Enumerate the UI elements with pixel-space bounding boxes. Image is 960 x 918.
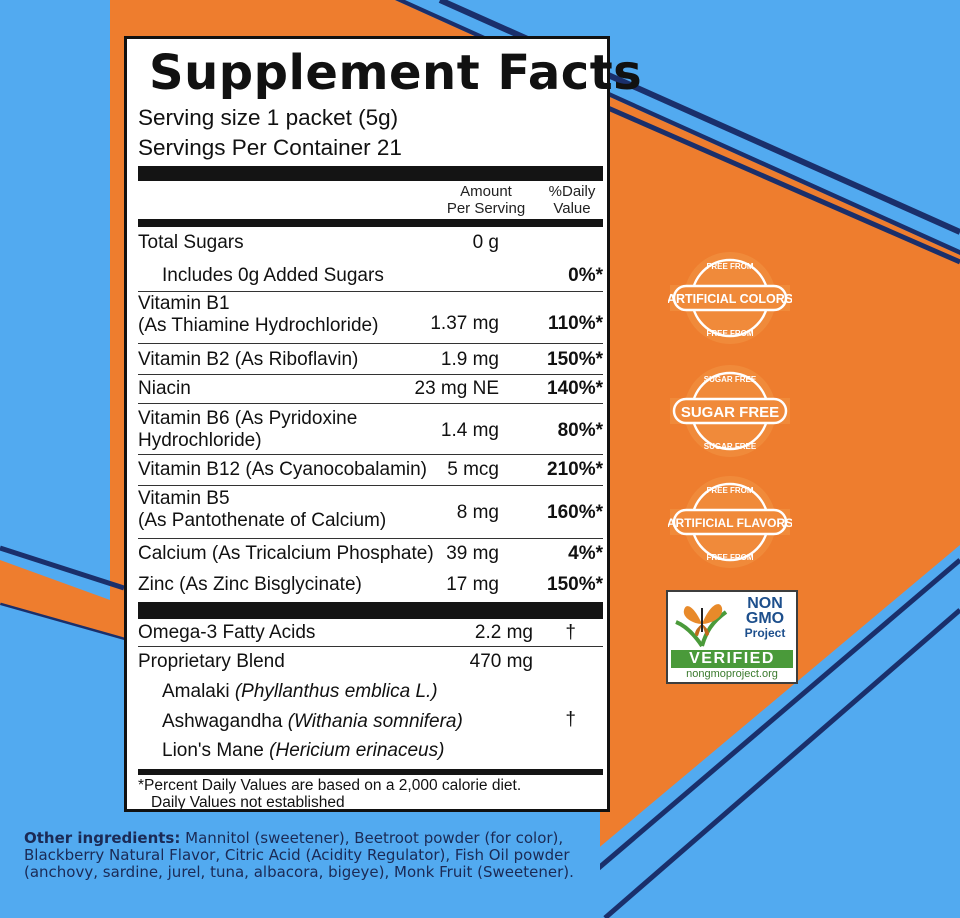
svg-text:FREE FROM: FREE FROM [706, 553, 753, 562]
non-gmo-url: nongmoproject.org [686, 668, 778, 680]
footnote-daily-values: *Percent Daily Values are based on a 2,0… [138, 777, 522, 794]
svg-text:SUGAR FREE: SUGAR FREE [681, 404, 779, 421]
serving-size: Serving size 1 packet (5g) [138, 105, 399, 130]
badge-artificial-colors: ARTIFICIAL COLORS FREE FROM FREE FROM [668, 252, 792, 344]
non-gmo-text: NON GMO Project [744, 595, 786, 641]
blend-item-lions-mane: Lion's Mane (Hericium erinaceus) [162, 740, 445, 761]
row-divider [138, 538, 603, 539]
butterfly-icon [675, 604, 728, 648]
blend-item-ashwagandha: Ashwagandha (Withania somnifera) [162, 711, 463, 732]
svg-text:FREE FROM: FREE FROM [706, 486, 753, 495]
svg-text:SUGAR FREE: SUGAR FREE [704, 442, 757, 451]
row-divider [138, 454, 603, 455]
svg-text:ARTIFICIAL FLAVORS: ARTIFICIAL FLAVORS [668, 516, 792, 530]
footer-divider [138, 769, 603, 775]
badge-sugar-free: SUGAR FREE SUGAR FREE SUGAR FREE [670, 365, 790, 457]
svg-text:ARTIFICIAL COLORS: ARTIFICIAL COLORS [668, 292, 792, 306]
badge-artificial-flavors: ARTIFICIAL FLAVORS FREE FROM FREE FROM [668, 476, 792, 568]
header-daily-value: %Daily Value [548, 183, 596, 217]
medium-divider [138, 219, 603, 227]
servings-per-container: Servings Per Container 21 [138, 135, 402, 160]
svg-text:FREE FROM: FREE FROM [706, 329, 753, 338]
supplement-facts-panel: Supplement Facts Serving size 1 packet (… [124, 36, 643, 812]
panel-title: Supplement Facts [149, 45, 643, 101]
row-divider [138, 403, 603, 404]
row-divider [138, 374, 603, 375]
row-divider [138, 343, 603, 344]
blend-item-amalaki: Amalaki (Phyllanthus emblica L.) [162, 681, 438, 702]
row-divider [138, 646, 603, 647]
svg-text:SUGAR FREE: SUGAR FREE [704, 375, 757, 384]
other-ingredients: Other ingredients: Mannitol (sweetener),… [24, 829, 574, 881]
row-divider [138, 291, 603, 292]
non-gmo-verified-logo: NON GMO Project VERIFIED nongmoproject.o… [666, 590, 798, 684]
header-amount: Amount Per Serving [446, 183, 526, 217]
footnote-not-established: Daily Values not established [151, 794, 345, 811]
thick-divider [138, 602, 603, 619]
svg-text:FREE FROM: FREE FROM [706, 262, 753, 271]
thick-divider [138, 166, 603, 181]
row-divider [138, 485, 603, 486]
verified-banner: VERIFIED [671, 650, 793, 668]
